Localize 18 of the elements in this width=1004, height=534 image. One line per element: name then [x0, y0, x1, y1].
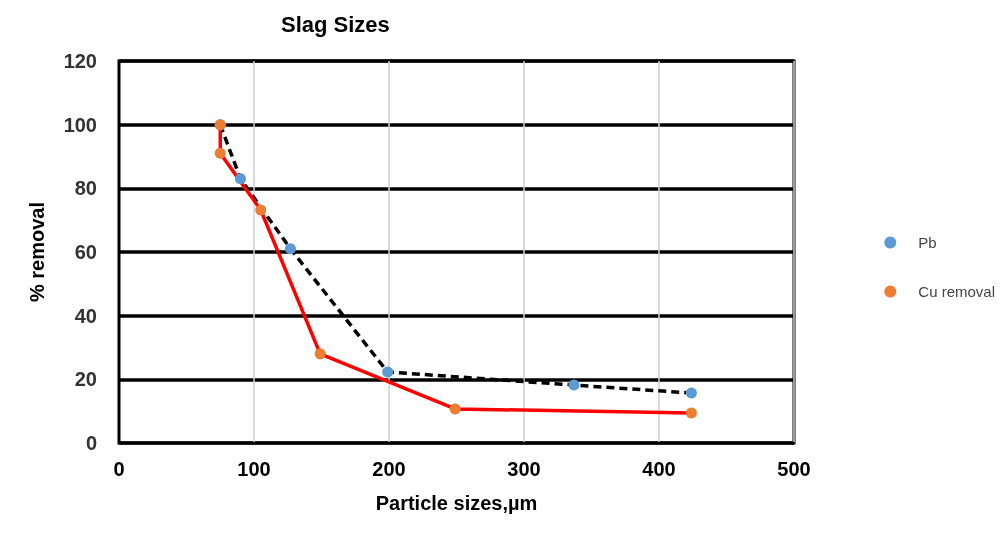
legend-label: Cu removal [918, 283, 996, 300]
y-tick-label: 60 [74, 241, 97, 263]
x-tick-label: 300 [507, 458, 541, 480]
x-tick-label: 500 [777, 458, 811, 480]
y-tick-label: 80 [74, 177, 97, 200]
x-axis-title: Particle sizes,µm [375, 492, 538, 514]
legend-label: Pb [918, 234, 937, 251]
x-tick-label: 400 [642, 458, 676, 480]
chart-title: Slag Sizes [281, 11, 390, 37]
y-tick-label: 40 [74, 304, 97, 327]
y-tick-label: 0 [85, 432, 97, 454]
x-tick-label: 100 [237, 458, 271, 480]
x-tick-label: 0 [113, 458, 125, 480]
y-tick-label: 100 [63, 113, 97, 136]
y-tick-label: 20 [74, 368, 97, 391]
y-tick-label: 120 [63, 50, 97, 72]
x-tick-label: 200 [372, 458, 406, 480]
y-axis-title: % removal [26, 201, 48, 303]
